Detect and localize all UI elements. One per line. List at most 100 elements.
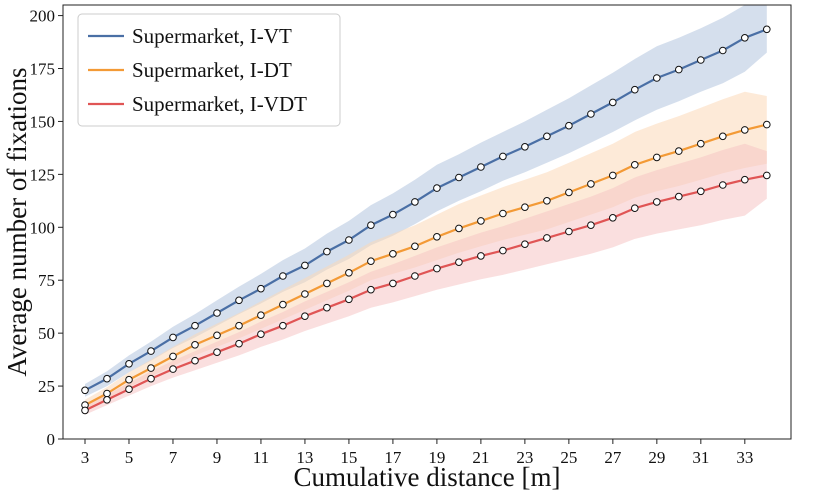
point-supermarket-i-dt-15 xyxy=(345,269,353,277)
x-tick-label-11: 11 xyxy=(253,448,269,467)
point-supermarket-i-vdt-10 xyxy=(235,339,243,348)
y-tick-label-125: 125 xyxy=(30,165,56,184)
point-supermarket-i-vdt-32 xyxy=(719,181,727,189)
y-axis-ticks: 0 25 50 75 100 125 150 175 200 xyxy=(30,7,63,449)
point-supermarket-i-dt-30 xyxy=(675,147,683,155)
point-supermarket-i-vdt-34 xyxy=(763,171,771,180)
point-supermarket-i-vdt-24 xyxy=(543,234,551,242)
point-supermarket-i-dt-32 xyxy=(719,132,727,141)
point-supermarket-i-vt-8 xyxy=(191,321,199,330)
point-supermarket-i-dt-33 xyxy=(741,126,749,134)
point-supermarket-i-vdt-26 xyxy=(587,221,595,229)
point-supermarket-i-vdt-16 xyxy=(367,285,375,294)
line-supermarket-i-vdt xyxy=(84,174,768,412)
point-supermarket-i-vt-19 xyxy=(433,184,441,192)
y-axis-label: Average number of fixations xyxy=(2,67,32,376)
point-supermarket-i-vdt-22 xyxy=(499,246,507,255)
point-supermarket-i-vt-29 xyxy=(653,74,661,82)
x-tick-label-15: 15 xyxy=(340,448,357,467)
x-tick-label-25: 25 xyxy=(560,448,577,467)
point-supermarket-i-vt-6 xyxy=(147,347,155,355)
y-tick-label-25: 25 xyxy=(38,377,55,396)
x-tick-label-29: 29 xyxy=(648,448,665,467)
y-tick-label-50: 50 xyxy=(38,324,55,343)
point-supermarket-i-dt-7 xyxy=(169,352,177,361)
point-supermarket-i-vt-27 xyxy=(609,98,617,107)
point-supermarket-i-vt-5 xyxy=(125,360,133,368)
point-supermarket-i-vt-13 xyxy=(301,261,309,270)
y-tick-label-150: 150 xyxy=(30,112,56,131)
point-supermarket-i-vt-18 xyxy=(411,198,419,206)
point-supermarket-i-vt-24 xyxy=(543,132,551,141)
x-tick-label-7: 7 xyxy=(169,448,178,467)
point-supermarket-i-vt-22 xyxy=(499,152,507,161)
point-supermarket-i-vt-7 xyxy=(169,333,177,342)
point-supermarket-i-vt-32 xyxy=(719,46,727,55)
point-supermarket-i-vt-14 xyxy=(323,247,331,256)
point-supermarket-i-dt-10 xyxy=(235,321,243,330)
point-supermarket-i-dt-31 xyxy=(697,139,705,148)
point-supermarket-i-dt-12 xyxy=(279,300,287,309)
point-supermarket-i-dt-13 xyxy=(301,290,309,298)
point-supermarket-i-vdt-31 xyxy=(697,187,705,196)
point-supermarket-i-dt-5 xyxy=(125,375,133,384)
legend-box xyxy=(77,13,341,127)
point-supermarket-i-vdt-15 xyxy=(345,295,353,304)
x-axis-label: Cumulative distance [m] xyxy=(294,462,561,492)
legend: Supermarket, I-VT Supermarket, I-DT Supe… xyxy=(77,13,341,127)
point-supermarket-i-dt-28 xyxy=(631,161,639,169)
point-supermarket-i-vdt-33 xyxy=(741,175,749,184)
point-supermarket-i-dt-8 xyxy=(191,341,199,349)
x-tick-label-23: 23 xyxy=(516,448,533,467)
point-supermarket-i-vdt-8 xyxy=(191,356,199,365)
x-tick-label-27: 27 xyxy=(604,448,622,467)
point-supermarket-i-vt-12 xyxy=(279,272,287,280)
point-supermarket-i-dt-20 xyxy=(455,224,463,233)
x-tick-label-3: 3 xyxy=(81,448,90,467)
point-supermarket-i-vt-4 xyxy=(103,374,111,383)
point-supermarket-i-vt-23 xyxy=(521,143,529,151)
point-supermarket-i-dt-22 xyxy=(499,209,507,218)
point-supermarket-i-vdt-4 xyxy=(103,396,111,404)
point-supermarket-i-vdt-20 xyxy=(455,258,463,267)
point-supermarket-i-dt-4 xyxy=(103,389,111,398)
x-tick-label-13: 13 xyxy=(296,448,313,467)
point-supermarket-i-vt-26 xyxy=(587,110,595,118)
point-supermarket-i-vt-34 xyxy=(763,25,771,34)
x-tick-label-33: 33 xyxy=(736,448,753,467)
x-tick-label-19: 19 xyxy=(428,448,445,467)
y-tick-label-0: 0 xyxy=(47,430,56,449)
point-supermarket-i-vdt-21 xyxy=(477,252,485,260)
point-supermarket-i-vdt-6 xyxy=(147,374,155,383)
point-supermarket-i-vt-3 xyxy=(81,386,89,395)
point-supermarket-i-vdt-13 xyxy=(301,312,309,321)
point-supermarket-i-dt-34 xyxy=(763,120,771,129)
point-supermarket-i-vt-17 xyxy=(389,210,397,219)
point-supermarket-i-dt-14 xyxy=(323,279,331,288)
point-supermarket-i-dt-17 xyxy=(389,250,397,258)
point-supermarket-i-vdt-3 xyxy=(81,406,89,415)
point-supermarket-i-dt-23 xyxy=(521,203,529,211)
legend-label-i-vt: Supermarket, I-VT xyxy=(132,24,292,48)
point-supermarket-i-vt-21 xyxy=(477,163,485,171)
point-supermarket-i-vdt-14 xyxy=(323,303,331,312)
point-supermarket-i-dt-19 xyxy=(433,233,441,241)
series-lines xyxy=(84,28,768,412)
point-supermarket-i-vt-31 xyxy=(697,56,705,64)
band-supermarket-i-vt xyxy=(85,5,767,397)
line-supermarket-i-vt xyxy=(84,28,768,392)
y-tick-label-75: 75 xyxy=(38,271,55,290)
y-tick-label-100: 100 xyxy=(30,218,56,237)
point-supermarket-i-dt-29 xyxy=(653,153,661,162)
point-supermarket-i-vdt-12 xyxy=(279,321,287,330)
point-supermarket-i-dt-6 xyxy=(147,364,155,372)
point-supermarket-i-vt-10 xyxy=(235,296,243,305)
point-supermarket-i-vdt-25 xyxy=(565,227,573,236)
series-markers xyxy=(81,25,771,415)
point-supermarket-i-dt-18 xyxy=(411,242,419,251)
point-supermarket-i-vt-28 xyxy=(631,85,639,94)
y-tick-label-175: 175 xyxy=(30,60,56,79)
point-supermarket-i-vt-11 xyxy=(257,284,265,293)
point-supermarket-i-vt-25 xyxy=(565,121,573,130)
